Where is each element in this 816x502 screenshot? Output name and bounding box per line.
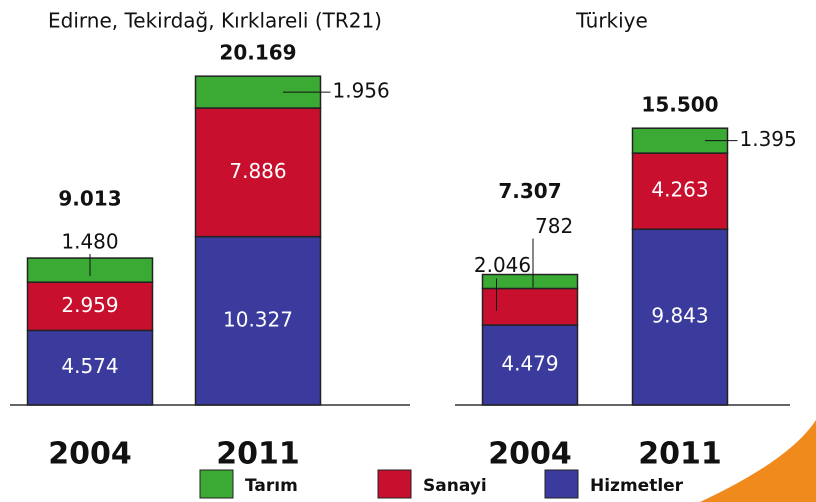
- value-label: 4.479: [501, 352, 558, 376]
- value-label: 4.263: [651, 178, 708, 202]
- value-label: 1.480: [61, 230, 118, 254]
- decoration: [767, 448, 816, 502]
- legend-label: Sanayi: [423, 476, 487, 496]
- bar-segment: [194, 235, 322, 406]
- bar-segment: [481, 287, 579, 326]
- chart-title: Türkiye: [575, 9, 648, 33]
- value-label: 1.956: [333, 79, 390, 103]
- bar-segment: [481, 324, 579, 406]
- category-label: 2004: [488, 437, 572, 472]
- total-label: 9.013: [58, 187, 121, 211]
- legend-swatch: [377, 469, 412, 499]
- category-label: 2011: [638, 437, 722, 472]
- bar-segment: [631, 228, 729, 406]
- value-label: 2.959: [61, 293, 118, 317]
- value-label: 1.395: [740, 127, 797, 151]
- total-label: 20.169: [219, 41, 296, 65]
- value-label: 9.843: [651, 304, 708, 328]
- legend-label: Tarım: [245, 476, 298, 496]
- legend-label: Hizmetler: [590, 476, 684, 496]
- value-label: 2.046: [474, 253, 531, 277]
- value-label: 782: [535, 214, 573, 238]
- bar-segment: [26, 329, 154, 406]
- legend-swatch: [544, 469, 579, 499]
- total-label: 15.500: [641, 93, 718, 117]
- bar-segment: [26, 281, 154, 332]
- bar-segment: [481, 273, 579, 290]
- category-label: 2004: [48, 437, 132, 472]
- category-label: 2011: [216, 437, 300, 472]
- value-label: 4.574: [61, 354, 118, 378]
- bar-segment: [631, 152, 729, 230]
- value-label: 10.327: [223, 307, 293, 331]
- value-label: 7.886: [229, 159, 286, 183]
- chart-title: Edirne, Tekirdağ, Kırklareli (TR21): [48, 9, 382, 33]
- legend-swatch: [199, 469, 234, 499]
- total-label: 7.307: [498, 179, 561, 203]
